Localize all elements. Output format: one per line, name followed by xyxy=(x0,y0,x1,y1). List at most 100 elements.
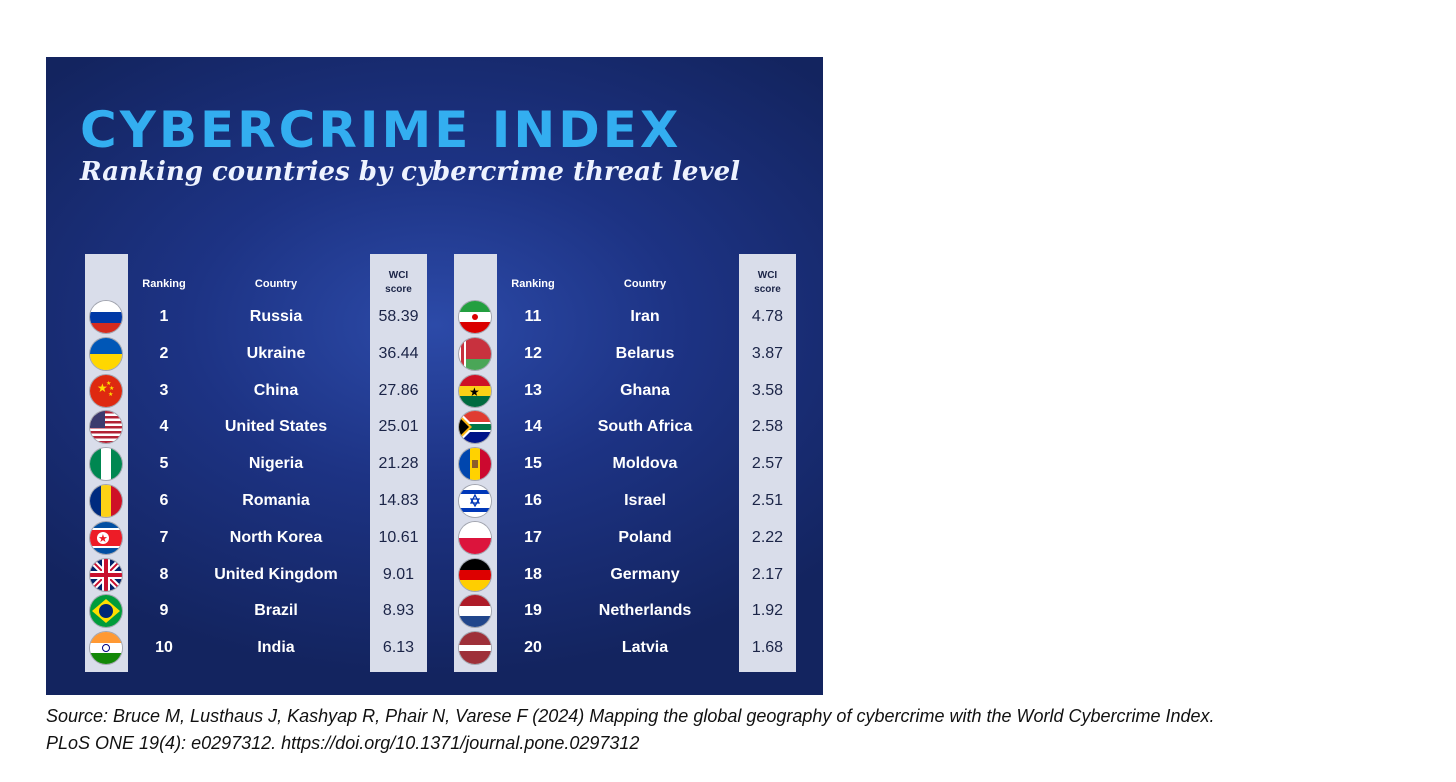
ranking-cell: 17 xyxy=(524,528,542,546)
left-country-header: Country xyxy=(254,278,298,290)
wci-score-cell: 2.57 xyxy=(751,455,784,473)
wci-score-cell: 2.58 xyxy=(751,418,784,436)
ukraine-flag-icon xyxy=(90,337,122,370)
ranking-cell: 14 xyxy=(524,418,542,436)
wci-score-cell: 21.28 xyxy=(378,455,419,473)
ranking-cell: 20 xyxy=(524,639,542,657)
country-cell: China xyxy=(253,381,299,399)
svg-text:★: ★ xyxy=(98,533,108,545)
caption-line-2: PLoS ONE 19(4): e0297312. https://doi.or… xyxy=(46,733,640,753)
wci-score-cell: 1.92 xyxy=(751,602,784,620)
china-flag-icon: ★ ★ ★ ★ xyxy=(90,374,122,407)
infographic-title: CYBERCRIME INDEX xyxy=(80,101,682,159)
wci-score-cell: 2.22 xyxy=(751,528,784,546)
ranking-cell: 8 xyxy=(159,565,169,583)
wci-score-cell: 25.01 xyxy=(378,418,419,436)
score-header-line1: WCI xyxy=(388,270,409,281)
ranking-cell: 19 xyxy=(524,602,542,620)
svg-text:★: ★ xyxy=(106,380,111,387)
svg-text:★: ★ xyxy=(109,385,114,392)
svg-text:★: ★ xyxy=(108,391,113,398)
country-cell: Ukraine xyxy=(246,344,306,362)
moldova-flag-icon xyxy=(459,448,491,481)
ranking-cell: 1 xyxy=(159,308,169,325)
cybercrime-index-infographic: CYBERCRIME INDEX Ranking countries by cy… xyxy=(46,57,823,695)
wci-score-cell: 6.13 xyxy=(382,639,415,657)
caption-line-1: Source: Bruce M, Lusthaus J, Kashyap R, … xyxy=(46,706,1215,726)
wci-score-cell: 14.83 xyxy=(378,492,419,509)
russia-flag-icon xyxy=(90,301,122,333)
netherlands-flag-icon xyxy=(459,595,491,628)
wci-score-cell: 27.86 xyxy=(378,381,419,399)
wci-score-cell: 1.68 xyxy=(751,639,784,657)
svg-text:★: ★ xyxy=(469,385,480,399)
ranking-cell: 5 xyxy=(159,455,169,473)
country-cell: Romania xyxy=(242,492,310,509)
country-cell: Nigeria xyxy=(248,455,304,473)
right-score-strip xyxy=(739,254,796,672)
ghana-flag-icon: ★ xyxy=(459,374,491,407)
country-cell: United States xyxy=(224,418,328,436)
country-cell: Poland xyxy=(618,528,672,546)
left-score-strip xyxy=(370,254,427,672)
country-cell: Brazil xyxy=(254,602,298,620)
uk-flag-icon xyxy=(90,558,122,591)
ranking-cell: 6 xyxy=(159,492,169,509)
country-cell: Latvia xyxy=(621,639,669,657)
wci-score-cell: 36.44 xyxy=(378,344,419,362)
ranking-cell: 15 xyxy=(524,455,542,473)
ranking-cell: 16 xyxy=(524,492,542,509)
belarus-flag-icon xyxy=(459,337,491,370)
nigeria-flag-icon xyxy=(90,448,122,481)
india-flag-icon xyxy=(90,632,122,665)
wci-score-cell: 10.61 xyxy=(378,528,419,546)
germany-flag-icon xyxy=(459,558,491,591)
country-cell: North Korea xyxy=(229,528,323,546)
ranking-cell: 13 xyxy=(524,381,542,399)
country-cell: Moldova xyxy=(612,455,678,473)
country-cell: Russia xyxy=(249,308,303,325)
left-ranking-header: Ranking xyxy=(142,278,186,290)
country-cell: Ghana xyxy=(620,381,670,399)
country-cell: Iran xyxy=(630,308,660,325)
ranking-cell: 2 xyxy=(159,344,169,362)
score-header-line2: score xyxy=(385,284,412,295)
svg-text:★: ★ xyxy=(97,381,108,395)
left-score-header: WCI score xyxy=(370,269,427,297)
ranking-cell: 11 xyxy=(524,308,542,325)
ranking-cell: 18 xyxy=(524,565,542,583)
ranking-cell: 12 xyxy=(524,344,542,362)
ranking-cell: 3 xyxy=(159,381,169,399)
wci-score-cell: 3.58 xyxy=(751,381,784,399)
country-cell: Belarus xyxy=(615,344,675,362)
poland-flag-icon xyxy=(459,521,491,554)
country-cell: South Africa xyxy=(597,418,693,436)
wci-score-cell: 58.39 xyxy=(378,308,419,325)
brazil-flag-icon xyxy=(90,595,122,628)
romania-flag-icon xyxy=(90,485,122,517)
wci-score-cell: 3.87 xyxy=(751,344,784,362)
ranking-cell: 7 xyxy=(159,528,169,546)
country-cell: India xyxy=(257,639,295,657)
ranking-cell: 9 xyxy=(159,602,169,620)
infographic-subtitle: Ranking countries by cybercrime threat l… xyxy=(80,157,740,187)
score-header-line2: score xyxy=(754,284,781,295)
wci-score-cell: 4.78 xyxy=(751,308,784,325)
score-header-line1: WCI xyxy=(757,270,778,281)
country-cell: Germany xyxy=(610,565,680,583)
country-cell: Israel xyxy=(624,492,666,509)
ranking-cell: 4 xyxy=(159,418,169,436)
iran-flag-icon xyxy=(459,301,491,333)
israel-flag-icon xyxy=(459,485,491,517)
wci-score-cell: 9.01 xyxy=(382,565,415,583)
south-africa-flag-icon xyxy=(459,411,491,444)
usa-flag-icon xyxy=(90,411,122,444)
country-cell: Netherlands xyxy=(598,602,692,620)
latvia-flag-icon xyxy=(459,632,491,665)
wci-score-cell: 2.17 xyxy=(751,565,784,583)
right-country-header: Country xyxy=(623,278,667,290)
country-cell: United Kingdom xyxy=(214,565,338,583)
wci-score-cell: 8.93 xyxy=(382,602,415,620)
ranking-cell: 10 xyxy=(155,639,173,657)
right-score-header: WCI score xyxy=(739,269,796,297)
